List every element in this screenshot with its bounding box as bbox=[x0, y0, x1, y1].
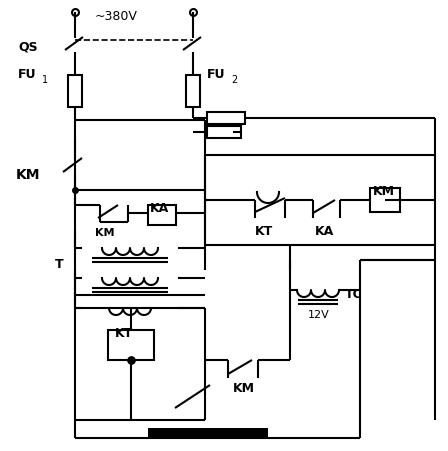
Bar bbox=[207, 112, 245, 124]
Text: KM: KM bbox=[233, 382, 255, 395]
Bar bbox=[108, 330, 154, 360]
Text: 2: 2 bbox=[231, 75, 237, 85]
Text: KM: KM bbox=[95, 228, 115, 238]
Text: 12V: 12V bbox=[308, 310, 330, 320]
Bar bbox=[370, 188, 400, 212]
Text: KM: KM bbox=[16, 168, 40, 182]
Text: TC: TC bbox=[345, 288, 363, 301]
Text: KT: KT bbox=[115, 327, 133, 340]
Bar bbox=[148, 428, 268, 438]
Text: FU: FU bbox=[207, 68, 225, 81]
Text: ~380V: ~380V bbox=[95, 10, 138, 23]
Text: 1: 1 bbox=[42, 75, 48, 85]
Text: FU: FU bbox=[18, 68, 36, 81]
Text: T: T bbox=[55, 258, 64, 271]
Bar bbox=[68, 75, 82, 107]
Bar bbox=[207, 126, 241, 138]
Bar bbox=[148, 205, 176, 225]
Text: KA: KA bbox=[315, 225, 334, 238]
Text: KT: KT bbox=[255, 225, 273, 238]
Text: QS: QS bbox=[18, 40, 38, 53]
Bar bbox=[186, 75, 200, 107]
Text: KM: KM bbox=[373, 185, 395, 198]
Text: KA: KA bbox=[150, 202, 169, 215]
